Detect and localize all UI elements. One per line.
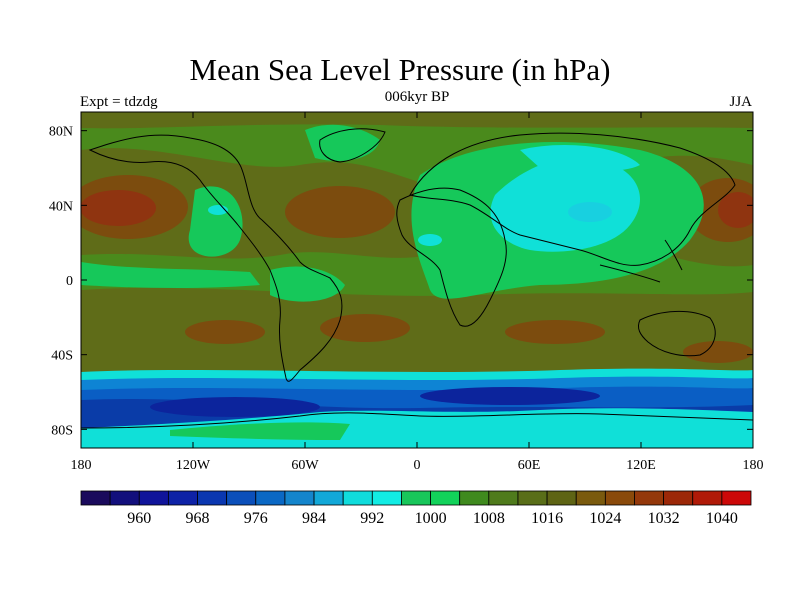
colorbar-box	[517, 490, 548, 506]
colorbar-label: 1024	[589, 510, 621, 527]
lat-tick-label: 40N	[49, 199, 73, 214]
colorbar-box	[371, 490, 402, 506]
colorbar-label: 1016	[531, 510, 563, 527]
sahara-thermal-low	[418, 234, 442, 246]
north-america-low	[188, 186, 243, 257]
circumpolar-low-indian	[420, 387, 600, 405]
colorbar-box	[721, 490, 752, 506]
tropical-pacific-trough	[81, 262, 260, 289]
amazon-low	[270, 266, 345, 302]
north-pacific-high-center	[81, 190, 156, 226]
colorbar-box	[575, 490, 606, 506]
colorbar-box	[226, 490, 257, 506]
antarctica-coastline	[81, 412, 753, 429]
colorbar-label: 1040	[706, 510, 738, 527]
colorbar: 960 968 976 984 992 1000 1008 1016 1024 1032 1040	[80, 490, 752, 527]
pressure-field	[81, 112, 753, 448]
circumpolar-low-pacific	[150, 397, 320, 417]
south-atlantic-high-core	[320, 314, 410, 342]
greenland-coastline	[319, 128, 386, 163]
colorbar-box	[634, 490, 665, 506]
lon-tick-label: 60E	[518, 458, 541, 473]
colorbar-label: 1032	[648, 510, 680, 527]
plot-title: Mean Sea Level Pressure (in hPa)	[189, 52, 611, 87]
lon-tick-label: 180	[71, 458, 92, 473]
colorbar-label: 968	[186, 510, 210, 527]
colorbar-label: 1008	[473, 510, 505, 527]
colorbar-box	[80, 490, 111, 506]
latitude-axis: 80N 40N 0 40S 80S	[49, 125, 753, 438]
colorbar-box	[197, 490, 228, 506]
colorbar-box	[692, 490, 723, 506]
azores-high-core	[285, 186, 395, 238]
colorbar-box	[284, 490, 315, 506]
colorbar-box	[342, 490, 373, 506]
south-pacific-high-core	[185, 320, 265, 344]
lon-tick-label: 0	[414, 458, 421, 473]
colorbar-label: 992	[360, 510, 384, 527]
longitude-axis: 180 120W 60W 0 60E 120E 180	[71, 112, 764, 473]
period-label: 006kyr BP	[384, 89, 450, 105]
colorbar-box	[401, 490, 431, 506]
lon-tick-label: 60W	[291, 458, 319, 473]
colorbar-box	[546, 490, 577, 506]
lat-tick-label: 80S	[51, 423, 73, 438]
antarctic-high-west	[170, 422, 350, 440]
colorbar-label: 984	[302, 510, 326, 527]
australia-coastline	[637, 310, 716, 357]
colorbar-box	[313, 490, 344, 506]
colorbar-box	[488, 490, 519, 506]
asian-monsoon-trough	[490, 157, 640, 252]
experiment-label: Expt = tdzdg	[80, 94, 158, 110]
colorbar-box	[604, 490, 635, 506]
colorbar-label: 1000	[415, 510, 447, 527]
greenland-low	[305, 124, 380, 161]
indian-ocean-high-core	[505, 320, 605, 344]
colorbar-box	[663, 490, 694, 506]
lon-tick-label: 120W	[176, 458, 211, 473]
tasman-high-core	[683, 341, 753, 363]
west-pacific-high-center	[718, 192, 753, 228]
colorbar-box	[167, 490, 198, 506]
colorbar-label: 976	[244, 510, 268, 527]
eurasia-coastline	[409, 132, 736, 266]
colorbar-box	[430, 490, 461, 506]
africa-coastline	[396, 187, 507, 327]
colorbar-box	[138, 490, 169, 506]
lon-tick-label: 120E	[626, 458, 656, 473]
colorbar-label: 960	[127, 510, 151, 527]
colorbar-box	[459, 490, 490, 506]
coastlines	[81, 128, 753, 429]
lat-tick-label: 80N	[49, 125, 73, 140]
colorbar-box	[255, 490, 286, 506]
arctic-ridge	[81, 112, 753, 129]
lon-tick-label: 180	[743, 458, 764, 473]
lat-tick-label: 40S	[51, 349, 73, 364]
season-label: JJA	[729, 94, 752, 110]
tibetan-low-center	[568, 202, 612, 222]
siberian-low	[520, 145, 640, 172]
colorbar-box	[109, 490, 140, 506]
maritime-continent-islands	[599, 239, 683, 283]
lat-tick-label: 0	[66, 274, 73, 289]
southern-subtropical-ridge	[81, 287, 753, 376]
americas-coastline	[88, 134, 343, 382]
